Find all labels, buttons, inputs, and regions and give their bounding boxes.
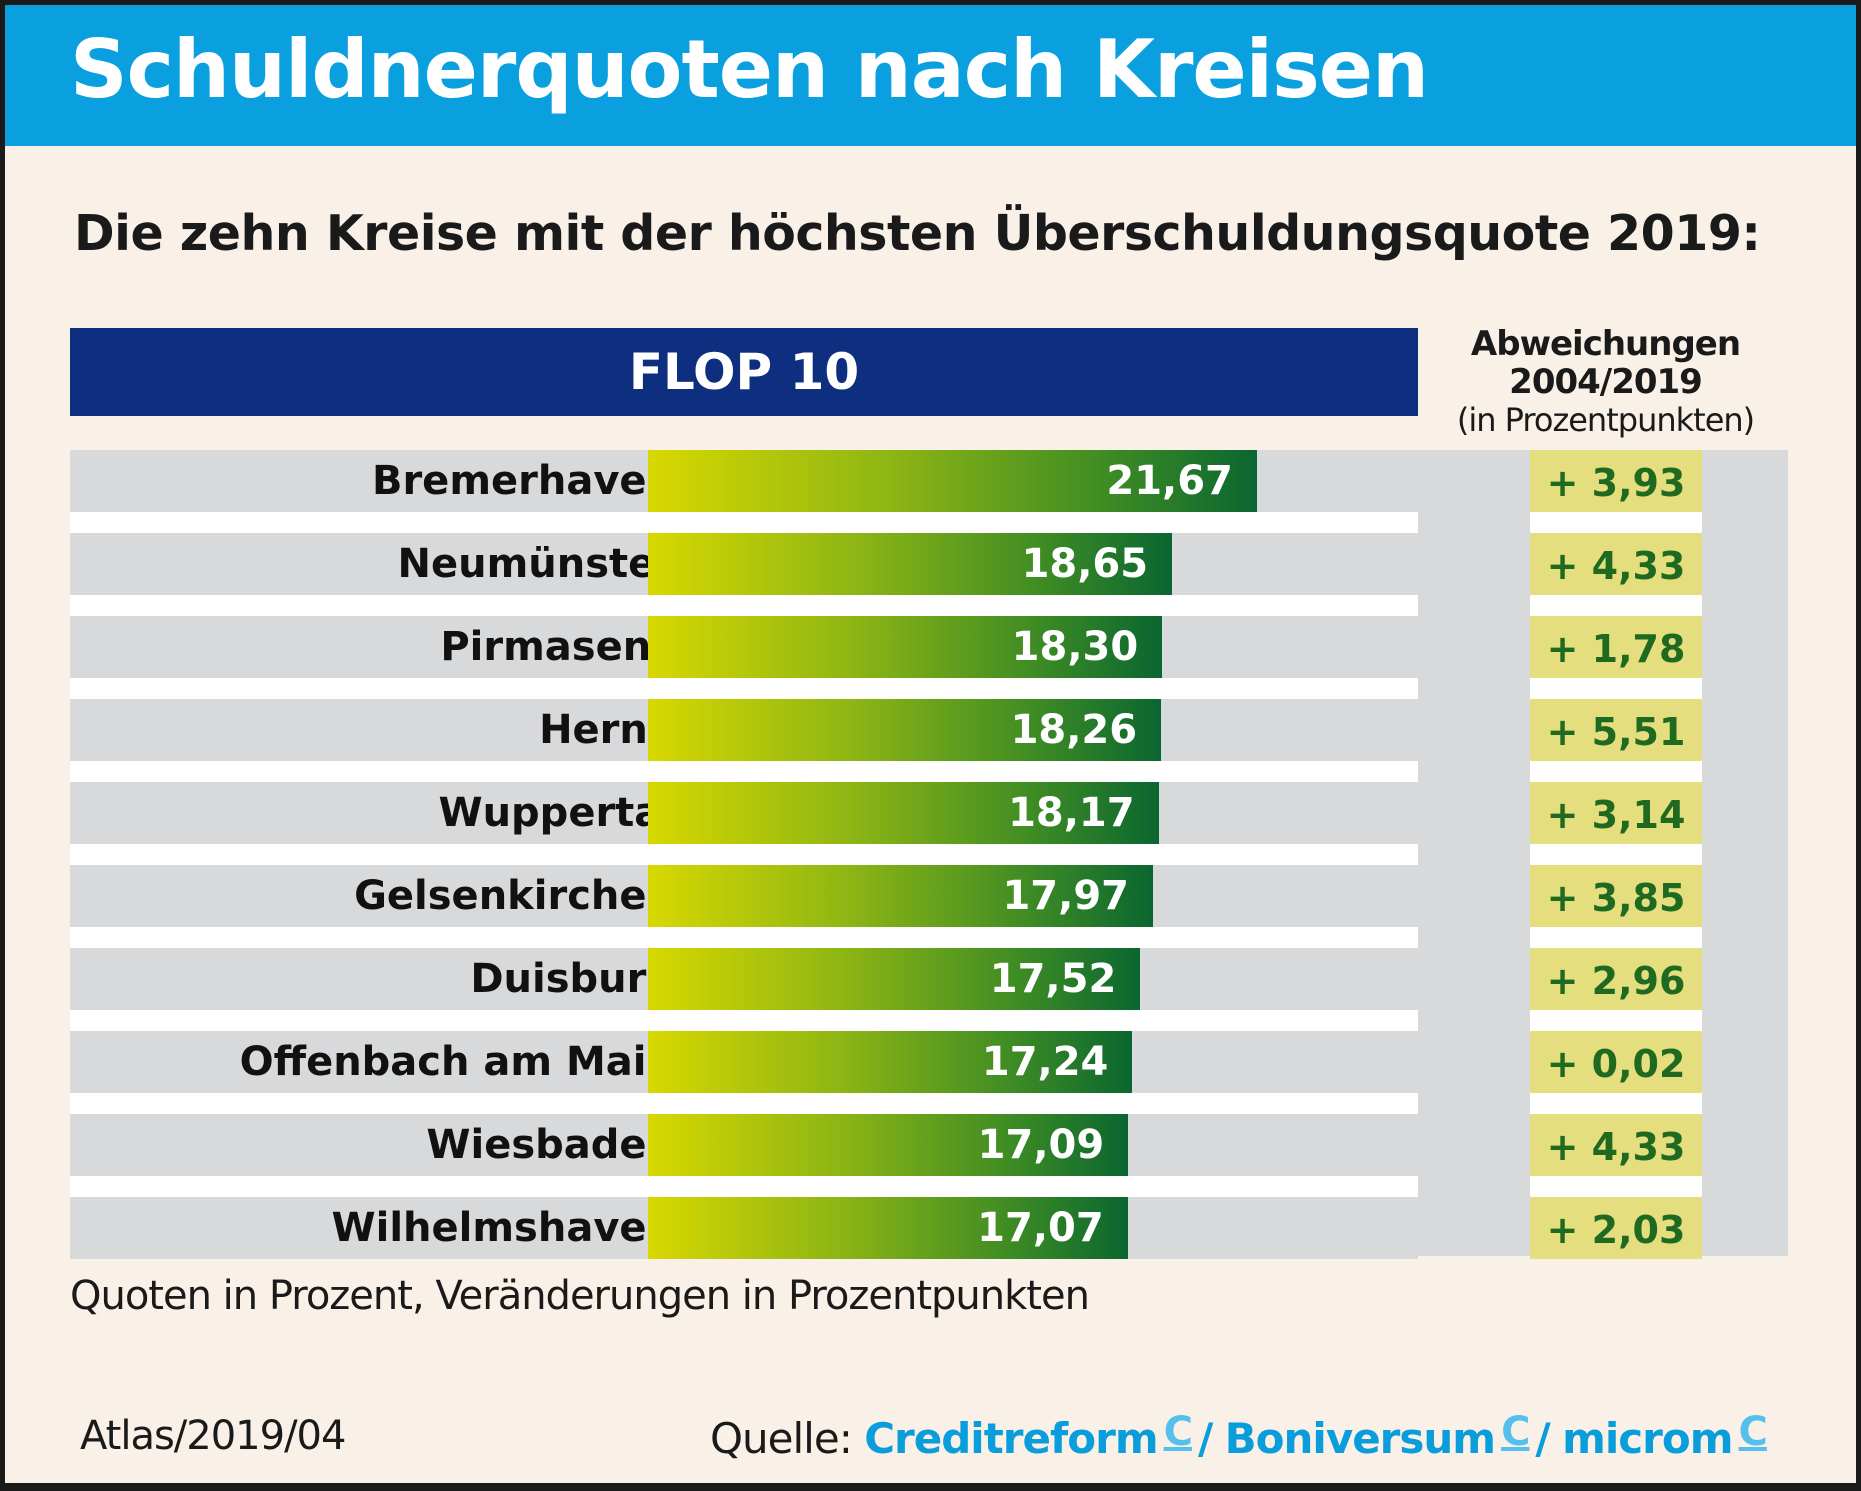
bar-row: Wiesbaden 17,09 + 4,33 [70, 1114, 1788, 1176]
creditreform-logo-icon: C [1738, 1409, 1768, 1455]
change-label: + 3,85 [1530, 865, 1702, 927]
chart-title: FLOP 10 [70, 328, 1418, 416]
source-microm: microm [1562, 1414, 1733, 1463]
value-label: 17,07 [977, 1205, 1104, 1251]
category-label: Duisburg [470, 956, 675, 1002]
source-label: Quelle: [710, 1414, 853, 1463]
bar-row: Herne 18,26 + 5,51 [70, 699, 1788, 761]
bar-table: Bremerhaven 21,67 + 3,93 Neumünster 18,6… [70, 450, 1788, 1259]
bar-row: Neumünster 18,65 + 4,33 [70, 533, 1788, 595]
creditreform-logo-icon: C [1163, 1409, 1193, 1455]
category-label: Pirmasens [440, 624, 675, 670]
bar: 18,30 [648, 616, 1163, 678]
atlas-id: Atlas/2019/04 [80, 1413, 346, 1459]
bar-row: Offenbach am Main 17,24 + 0,02 [70, 1031, 1788, 1093]
change-header-line1: Abweichungen [1470, 324, 1741, 364]
change-label: + 1,78 [1530, 616, 1702, 678]
change-header-line3: (in Prozentpunkten) [1456, 401, 1755, 439]
category-label: Wilhelmshaven [331, 1205, 676, 1251]
change-label: + 3,93 [1530, 450, 1702, 512]
value-label: 17,97 [1002, 873, 1129, 919]
category-label: Gelsenkirchen [354, 873, 675, 919]
value-label: 17,24 [981, 1039, 1109, 1085]
subtitle: Die zehn Kreise mit der höchsten Übersch… [74, 205, 1761, 262]
column-bg [1702, 450, 1788, 1256]
bar-row: Bremerhaven 21,67 + 3,93 [70, 450, 1788, 512]
bar: 21,67 [648, 450, 1257, 512]
creditreform-logo-icon: C [1501, 1409, 1530, 1455]
change-label: + 2,96 [1530, 948, 1702, 1010]
bar-row: Pirmasens 18,30 + 1,78 [70, 616, 1788, 678]
change-label: + 3,14 [1530, 782, 1702, 844]
change-label: + 4,33 [1530, 1114, 1702, 1176]
title: Schuldnerquoten nach Kreisen [70, 23, 1429, 116]
value-label: 18,30 [1011, 624, 1139, 670]
change-label: + 0,02 [1530, 1031, 1702, 1093]
title-bar: Schuldnerquoten nach Kreisen [5, 5, 1856, 146]
footnote: Quoten in Prozent, Veränderungen in Proz… [70, 1273, 1090, 1319]
source: Quelle: Creditreform C / Boniversum C / micr… [710, 1409, 1773, 1463]
bar-row: Duisburg 17,52 + 2,96 [70, 948, 1788, 1010]
separator: / [1197, 1414, 1213, 1463]
bar-row: Wilhelmshaven 17,07 + 2,03 [70, 1197, 1788, 1259]
bar: 18,17 [648, 782, 1159, 844]
change-label: + 4,33 [1530, 533, 1702, 595]
change-header: Abweichungen 2004/2019 (in Prozentpunkte… [1423, 325, 1788, 439]
category-label: Wuppertal [438, 790, 675, 836]
category-label: Neumünster [397, 541, 676, 587]
separator: / [1535, 1414, 1550, 1463]
category-label: Wiesbaden [426, 1122, 675, 1168]
value-label: 21,67 [1106, 458, 1233, 504]
source-boniversum: Boniversum [1224, 1414, 1496, 1463]
bar: 18,65 [648, 533, 1173, 595]
column-bg [1418, 450, 1530, 1256]
bar: 17,07 [648, 1197, 1128, 1259]
bar: 17,24 [648, 1031, 1133, 1093]
bar-row: Gelsenkirchen 17,97 + 3,85 [70, 865, 1788, 927]
value-label: 18,26 [1010, 707, 1138, 753]
infographic: Schuldnerquoten nach Kreisen Die zehn Kr… [5, 5, 1856, 1483]
bar: 18,26 [648, 699, 1162, 761]
category-label: Offenbach am Main [239, 1039, 675, 1085]
bar: 17,97 [648, 865, 1153, 927]
change-label: + 2,03 [1530, 1197, 1702, 1259]
value-label: 17,09 [977, 1122, 1105, 1168]
value-label: 18,65 [1021, 541, 1149, 587]
value-label: 18,17 [1008, 790, 1135, 836]
change-label: + 5,51 [1530, 699, 1702, 761]
bar: 17,52 [648, 948, 1141, 1010]
bar: 17,09 [648, 1114, 1129, 1176]
source-creditreform: Creditreform [864, 1414, 1158, 1463]
bar-row: Wuppertal 18,17 + 3,14 [70, 782, 1788, 844]
value-label: 17,52 [989, 956, 1117, 1002]
category-label: Bremerhaven [371, 458, 675, 504]
change-header-line2: 2004/2019 [1509, 362, 1703, 402]
